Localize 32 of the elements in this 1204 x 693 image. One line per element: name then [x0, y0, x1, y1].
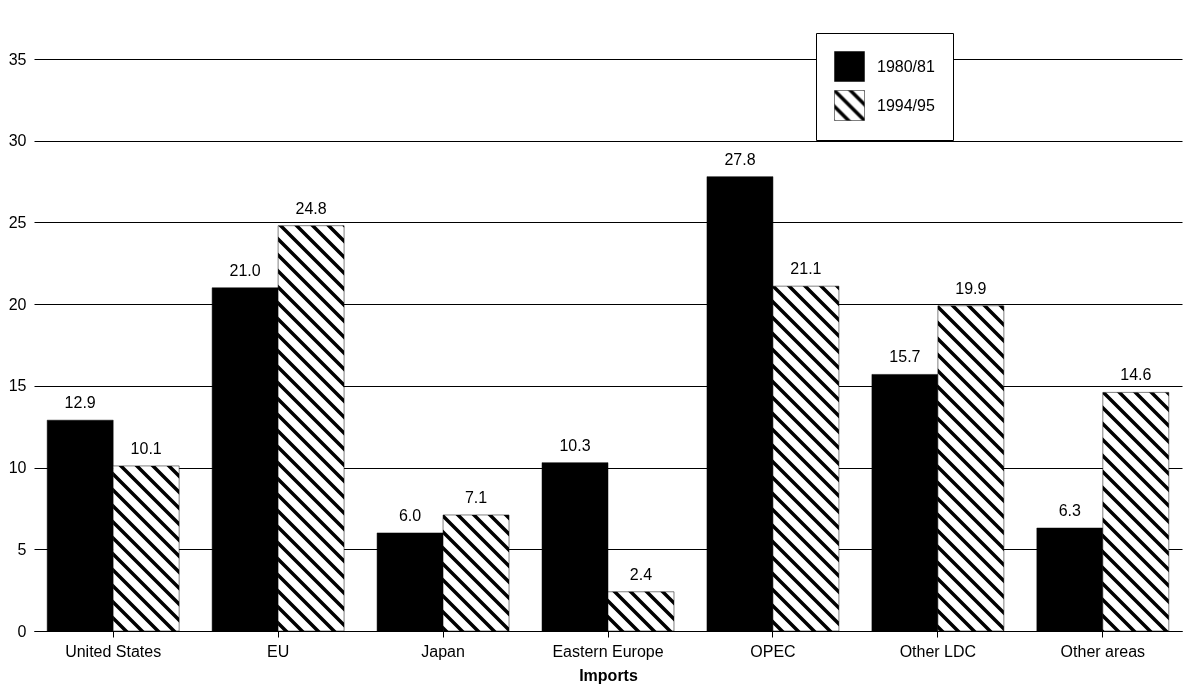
- x-tick-label: Other LDC: [899, 642, 977, 660]
- data-label: 6.3: [1058, 502, 1082, 520]
- y-tick-label: 25: [8, 213, 27, 231]
- x-tick-label: EU: [267, 642, 290, 660]
- data-label: 27.8: [724, 150, 756, 168]
- x-tick-label: Eastern Europe: [552, 642, 664, 660]
- x-tick-label: OPEC: [750, 642, 796, 660]
- data-label: 10.3: [559, 436, 591, 454]
- data-label: 6.0: [398, 506, 422, 524]
- data-label: 21.0: [229, 261, 261, 279]
- data-label: 19.9: [955, 279, 987, 297]
- data-label: 21.1: [790, 260, 822, 278]
- data-label: 7.1: [464, 488, 488, 506]
- x-tick-label: Other areas: [1060, 642, 1146, 660]
- y-tick-label: 30: [8, 132, 27, 150]
- y-tick-label: 35: [8, 50, 27, 68]
- data-label: 14.6: [1120, 366, 1152, 384]
- data-label: 24.8: [295, 199, 327, 217]
- data-label: 12.9: [64, 394, 96, 412]
- data-label: 2.4: [629, 565, 653, 583]
- y-tick-label: 20: [8, 295, 27, 313]
- x-tick-label: Japan: [421, 642, 465, 660]
- y-tick-label: 10: [8, 459, 27, 477]
- x-tick-label: United States: [65, 642, 162, 660]
- y-tick-label: 5: [17, 540, 27, 558]
- legend-label: 1994/95: [877, 96, 935, 114]
- y-tick-label: 0: [17, 622, 27, 640]
- data-label: 10.1: [130, 439, 162, 457]
- legend-label: 1980/81: [877, 57, 935, 75]
- x-axis-title: Imports: [579, 666, 638, 684]
- y-tick-label: 15: [8, 377, 27, 395]
- data-label: 15.7: [889, 348, 921, 366]
